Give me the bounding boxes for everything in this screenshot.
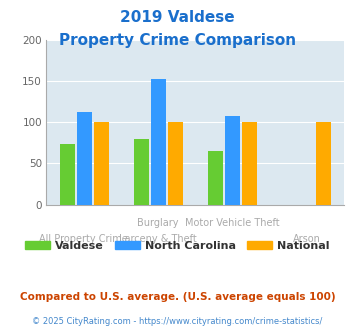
Text: Motor Vehicle Theft: Motor Vehicle Theft	[185, 218, 280, 228]
Text: Compared to U.S. average. (U.S. average equals 100): Compared to U.S. average. (U.S. average …	[20, 292, 335, 302]
Text: All Property Crime: All Property Crime	[39, 234, 128, 244]
Bar	[242, 122, 257, 205]
Bar	[316, 122, 331, 205]
Bar	[77, 112, 92, 205]
Text: Arson: Arson	[293, 234, 321, 244]
Bar	[151, 79, 166, 205]
Text: Larceny & Theft: Larceny & Theft	[119, 234, 197, 244]
Text: 2019 Valdese: 2019 Valdese	[120, 10, 235, 25]
Bar	[225, 115, 240, 205]
Text: Property Crime Comparison: Property Crime Comparison	[59, 33, 296, 48]
Bar	[168, 122, 183, 205]
Bar	[208, 151, 223, 205]
Text: Burglary: Burglary	[137, 218, 179, 228]
Bar	[60, 145, 75, 205]
Legend: Valdese, North Carolina, National: Valdese, North Carolina, National	[21, 237, 334, 255]
Text: © 2025 CityRating.com - https://www.cityrating.com/crime-statistics/: © 2025 CityRating.com - https://www.city…	[32, 317, 323, 326]
Bar	[134, 139, 149, 205]
Bar	[94, 122, 109, 205]
